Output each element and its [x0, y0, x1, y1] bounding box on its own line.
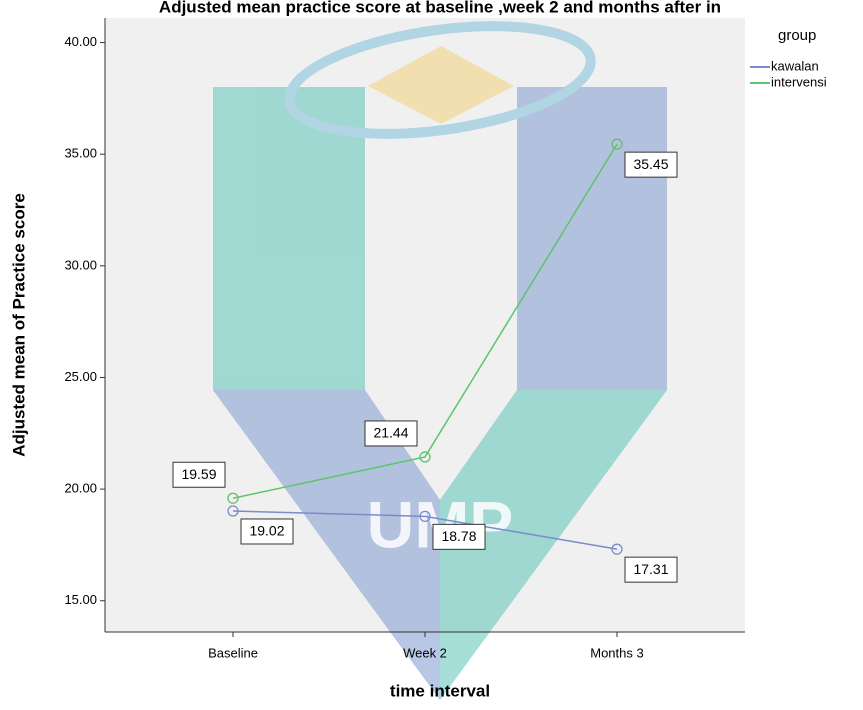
watermark-shapes [213, 21, 667, 700]
value-label: 35.45 [633, 156, 668, 172]
y-tick-label: 25.00 [64, 369, 97, 384]
value-label-box [240, 518, 294, 545]
x-tick-label: Baseline [208, 645, 258, 660]
point [611, 138, 623, 150]
x-tick-label: Week 2 [403, 645, 447, 660]
value-label-box [432, 523, 486, 550]
value-label-box [364, 420, 418, 447]
legend-title: group [778, 27, 816, 44]
y-tick-label: 20.00 [64, 481, 97, 496]
point [227, 492, 239, 504]
value-label: 18.78 [441, 528, 476, 544]
y-tick-label: 35.00 [64, 146, 97, 161]
value-label-box [172, 461, 226, 488]
value-label-box [624, 151, 678, 178]
value-label: 19.59 [181, 466, 216, 482]
legend-label: kawalan [771, 58, 819, 73]
value-label: 21.44 [373, 425, 408, 441]
line-series [232, 510, 618, 550]
legend-label: intervensi [771, 74, 827, 89]
point [419, 451, 431, 463]
y-tick-label: 15.00 [64, 592, 97, 607]
y-axis-label: Adjusted mean of Practice score [9, 193, 28, 457]
y-tick-label: 30.00 [64, 257, 97, 272]
point [419, 510, 431, 522]
x-tick-label: Months 3 [590, 645, 643, 660]
y-tick-label: 40.00 [64, 34, 97, 49]
value-label: 19.02 [249, 523, 284, 539]
line-series [232, 143, 618, 499]
value-label-box [624, 556, 678, 583]
point [611, 543, 623, 555]
chart-title: Adjusted mean practice score at baseline… [159, 0, 721, 16]
point [227, 505, 239, 517]
x-axis-label: time interval [390, 681, 490, 700]
value-label: 17.31 [633, 561, 668, 577]
